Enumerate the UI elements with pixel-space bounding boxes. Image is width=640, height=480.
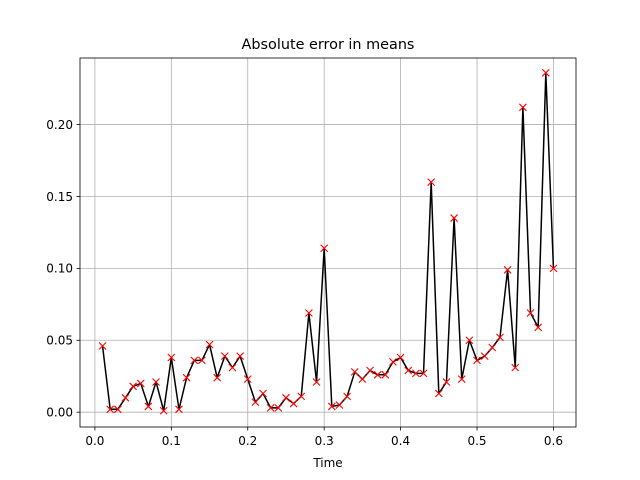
data-point-marker — [389, 357, 397, 366]
y-tick-label: 0.00 — [46, 405, 73, 419]
data-point-marker — [541, 68, 550, 77]
data-point-marker — [106, 405, 115, 414]
data-point-marker — [282, 393, 290, 402]
data-point-marker — [450, 214, 458, 222]
data-point-marker — [198, 356, 206, 365]
x-tick-label: 0.3 — [315, 434, 334, 448]
data-point-marker — [175, 405, 183, 414]
data-point-marker — [412, 369, 420, 378]
y-tick-label: 0.05 — [46, 334, 73, 348]
data-point-marker — [473, 356, 481, 365]
data-point-marker — [503, 265, 512, 274]
data-point-marker — [113, 405, 122, 414]
data-point-marker — [182, 373, 191, 382]
data-point-marker — [434, 389, 443, 398]
data-point-marker — [266, 403, 275, 412]
data-point-marker — [228, 363, 237, 372]
data-point-marker — [358, 375, 367, 384]
data-point-marker — [427, 178, 436, 186]
data-point-marker — [488, 343, 497, 352]
data-point-marker — [167, 353, 176, 362]
data-point-marker — [243, 375, 252, 384]
data-point-marker — [381, 370, 390, 379]
data-point-marker — [480, 352, 489, 360]
data-point-marker — [526, 309, 535, 317]
data-point-marker — [419, 369, 428, 378]
data-point-marker — [549, 264, 558, 273]
data-point-marker — [136, 379, 145, 388]
x-tick-label: 0.5 — [467, 434, 486, 448]
data-point-marker — [289, 399, 298, 408]
data-point-marker — [350, 368, 359, 376]
data-point-marker — [396, 353, 405, 362]
data-point-marker — [98, 342, 107, 350]
data-point-marker — [152, 378, 160, 386]
data-point-marker — [144, 402, 153, 411]
data-point-marker — [457, 375, 466, 384]
data-point-marker — [251, 398, 260, 407]
data-point-marker — [335, 401, 344, 409]
data-point-marker — [297, 392, 306, 401]
data-point-marker — [220, 352, 229, 360]
x-tick-label: 0.0 — [85, 434, 104, 448]
data-point-marker — [511, 363, 520, 372]
data-point-marker — [373, 370, 382, 379]
x-tick-label: 0.1 — [162, 434, 181, 448]
data-point-marker — [312, 378, 321, 386]
data-point-marker — [343, 392, 351, 401]
y-tick-label: 0.10 — [46, 262, 73, 276]
ticks: 0.0 0.1 0.2 0.3 0.4 0.5 0.6 0.00 0.05 0.10 0.15 0.2… — [46, 118, 563, 448]
data-point-marker — [213, 373, 222, 382]
plot-area — [80, 58, 576, 427]
chart-title: Absolute error in means — [242, 37, 415, 53]
data-point-marker — [442, 378, 451, 386]
y-tick-label: 0.20 — [46, 118, 73, 132]
data-point-marker — [190, 356, 199, 365]
data-point-marker — [129, 382, 138, 391]
data-point-marker — [327, 402, 336, 411]
data-point-marker — [205, 340, 214, 349]
data-point-marker — [274, 403, 283, 412]
data-point-marker — [366, 366, 374, 375]
data-point-marker — [121, 393, 130, 402]
y-tick-label: 0.15 — [46, 190, 73, 204]
data-point-marker — [404, 366, 413, 375]
data-point-marker — [320, 244, 329, 253]
data-point-marker — [496, 333, 504, 342]
data-point-marker — [159, 406, 168, 415]
plot-frame — [79, 57, 577, 428]
data-point-marker — [236, 352, 244, 360]
data-point-marker — [465, 336, 474, 345]
x-tick-label: 0.2 — [238, 434, 257, 448]
x-tick-label: 0.6 — [544, 434, 563, 448]
x-axis-label: Time — [312, 456, 342, 470]
x-tick-label: 0.4 — [391, 434, 410, 448]
series-layer — [98, 68, 558, 415]
data-point-marker — [259, 389, 267, 398]
data-point-marker — [518, 103, 527, 112]
data-point-marker — [534, 323, 543, 332]
data-point-marker — [305, 309, 313, 317]
